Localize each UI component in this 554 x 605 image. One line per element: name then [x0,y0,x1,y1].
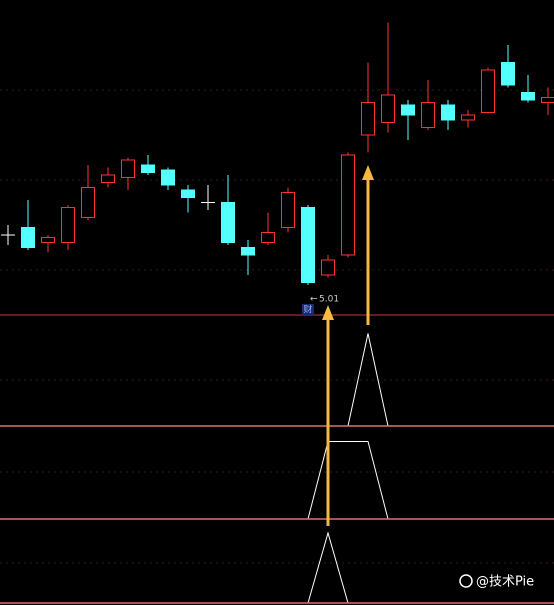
watermark: @技术Pie [459,574,534,590]
candle-body [541,97,554,103]
candle-body [221,202,235,243]
low-arrow: ← [310,295,318,305]
candle-body [261,232,275,243]
watermark-icon [459,574,473,588]
candle-body [81,187,95,218]
panel-separators [0,314,554,604]
candle-body [421,102,435,128]
candle-body [21,227,35,248]
candle-body [441,104,455,121]
candle-body [481,69,495,113]
candle-body [321,259,335,276]
watermark-text: @技术Pie [476,575,534,590]
candle-body [381,94,395,123]
candle-body [181,189,195,198]
candle-body [521,92,535,101]
annotation: 财 [303,304,312,316]
candle-body [141,164,155,173]
annotation-box [302,304,314,315]
candle-body [361,102,375,136]
candle-body [281,192,295,228]
candle-body [121,159,135,178]
candle-body [241,247,255,256]
candle-body [501,62,515,86]
candle-body [341,154,355,256]
arrow-head [362,165,374,180]
candle-body [61,207,75,243]
candle-body [301,207,315,283]
candle-body [101,174,115,183]
candle-body [41,237,55,243]
low-label: 5.01 [319,295,339,305]
candle-body [161,169,175,186]
signal-arrows [322,165,374,526]
candle-body [401,104,415,116]
candle-body [461,114,475,121]
arrow-head [322,305,334,320]
